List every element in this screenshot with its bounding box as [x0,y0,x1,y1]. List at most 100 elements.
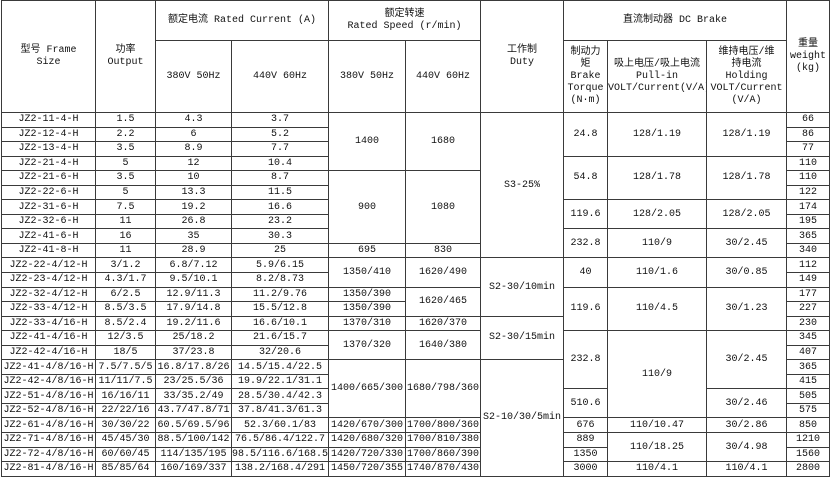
cell-holding: 128/2.05 [705,199,788,230]
cell-weight: 110 [786,170,830,186]
cell-current-380: 26.8 [155,213,232,230]
cell-duty: S2-10/30/5min [480,359,564,477]
cell-speed-380: 1350/390 [328,301,406,317]
cell-speed-440: 1680/798/360 [405,359,481,419]
cell-weight: 149 [786,272,830,288]
cell-current-440: 25 [231,242,329,259]
cell-pullin: 110/9 [607,228,707,259]
cell-pullin: 110/4.1 [607,461,707,477]
cell-output: 16 [95,228,156,244]
cell-weight: 365 [786,228,830,244]
cell-current-440: 8.2/8.73 [231,272,329,288]
cell-pullin: 110/4.5 [607,286,707,332]
cell-model: JZ2-21-4-H [1,155,96,172]
cell-holding: 30/2.45 [705,330,788,390]
cell-model: JZ2-32-6-H [1,213,96,230]
cell-model: JZ2-42-4/8/16-H [1,373,96,390]
cell-model: JZ2-13-4-H [1,141,96,157]
table-row: JZ2-61-4/8/16-H 30/30/22 60.5/69.5/96 52.3/… [1,417,830,434]
cell-model: JZ2-12-4-H [1,126,96,143]
cell-duty: S3-25% [480,111,564,259]
cell-current-440: 8.7 [231,170,329,186]
table-row: JZ2-32-6-H 11 26.8 23.2 195 [1,213,830,230]
cell-current-440: 5.9/6.15 [231,257,329,274]
cell-holding: 128/1.19 [705,112,788,157]
cell-model: JZ2-33-4/16-H [1,315,96,332]
cell-current-380: 37/23.8 [155,344,232,361]
cell-torque: 232.8 [563,330,608,390]
cell-weight: 86 [786,126,830,143]
cell-model: JZ2-11-4-H [1,112,96,128]
cell-weight: 415 [786,373,830,390]
cell-current-440: 14.5/15.4/22.5 [231,359,329,375]
cell-output: 3/1.2 [95,257,156,274]
table-row: JZ2-32-4/12-H 6/2.5 12.9/11.3 11.2/9.76 1350… [1,286,830,332]
cell-output: 8.5/2.4 [95,315,156,332]
header-brake-torque: 制动力 矩 Brake Torque (N·m) [563,40,608,113]
table-row: JZ2-21-6-H 3.5 10 8.7 900 1080 110 [1,170,830,244]
cell-current-380: 114/135/195 [155,446,232,463]
table-row: JZ2-33-4/16-H 8.5/2.4 19.2/11.6 16.6/10.1 13… [1,315,830,361]
cell-current-380: 12.9/11.3 [155,286,232,303]
cell-speed-440: 830 [405,242,481,259]
header-dc-brake: 直流制动器 DC Brake [562,0,788,41]
table-row: JZ2-11-4-H 1.5 4.3 3.7 1400 1680 S3-25% 24.8 128… [1,111,830,259]
cell-torque: 119.6 [563,286,608,332]
table-row: JZ2-41-8-H 11 28.9 25 695 830 340 [1,242,830,259]
cell-model: JZ2-61-4/8/16-H [1,417,96,434]
cell-current-380: 9.5/10.1 [155,272,232,288]
cell-current-380: 23/25.5/36 [155,373,232,390]
cell-pullin: 128/1.78 [607,155,707,201]
cell-output: 5 [95,155,156,172]
cell-output: 6/2.5 [95,286,156,303]
cell-current-380: 19.2/11.6 [155,315,232,332]
cell-speed-440: 1700/800/360 [405,417,481,434]
cell-model: JZ2-72-4/8/16-H [1,446,96,463]
cell-weight: 1210 [786,432,830,448]
cell-output: 11 [95,213,156,230]
cell-output: 60/60/45 [95,446,156,463]
table-row: JZ2-81-4/8/16-H 85/85/64 160/169/337 138.2/… [1,461,830,477]
cell-current-440: 15.5/12.8 [231,301,329,317]
cell-speed-380: 1350/390 [328,286,406,303]
cell-holding: 30/2.45 [705,228,788,259]
cell-current-440: 23.2 [231,213,329,230]
table-body: JZ2-11-4-H 1.5 4.3 3.7 1400 1680 S3-25% 24.8 128… [1,111,830,477]
table-row: JZ2-21-4-H 5 12 10.4 54.8 128/1.78 128/1.78 110 [1,155,830,201]
cell-model: JZ2-22-6-H [1,184,96,201]
cell-output: 7.5/7.5/5 [95,359,156,375]
cell-model: JZ2-51-4/8/16-H [1,388,96,404]
cell-current-440: 7.7 [231,141,329,157]
cell-speed-380: 1420/670/300 [328,417,406,434]
cell-torque: 24.8 [563,112,608,157]
cell-holding: 30/1.23 [705,286,788,332]
cell-weight: 174 [786,199,830,215]
cell-output: 11 [95,242,156,259]
cell-weight: 575 [786,402,830,419]
cell-output: 5 [95,184,156,201]
cell-current-440: 16.6 [231,199,329,215]
cell-torque: 889 [563,432,608,448]
cell-current-380: 19.2 [155,199,232,215]
cell-model: JZ2-42-4/16-H [1,344,96,361]
cell-model: JZ2-21-6-H [1,170,96,186]
cell-model: JZ2-41-8-H [1,242,96,259]
cell-weight: 66 [786,112,830,128]
cell-output: 8.5/3.5 [95,301,156,317]
cell-current-440: 3.7 [231,112,329,128]
cell-weight: 1560 [786,446,830,463]
cell-torque: 54.8 [563,155,608,201]
cell-model: JZ2-41-4/16-H [1,330,96,346]
table-row: JZ2-22-6-H 5 13.3 11.5 122 [1,184,830,201]
cell-output: 11/11/7.5 [95,373,156,390]
cell-output: 16/16/11 [95,388,156,404]
cell-model: JZ2-31-6-H [1,199,96,215]
cell-current-440: 138.2/168.4/291 [231,461,329,477]
cell-current-380: 43.7/47.8/71 [155,402,232,419]
cell-output: 4.3/1.7 [95,272,156,288]
table-row: JZ2-12-4-H 2.2 6 5.2 86 [1,126,830,143]
cell-torque: 232.8 [563,228,608,259]
cell-current-380: 88.5/100/142 [155,432,232,448]
cell-current-380: 4.3 [155,112,232,128]
header-current-380v: 380V 50Hz [155,40,232,113]
